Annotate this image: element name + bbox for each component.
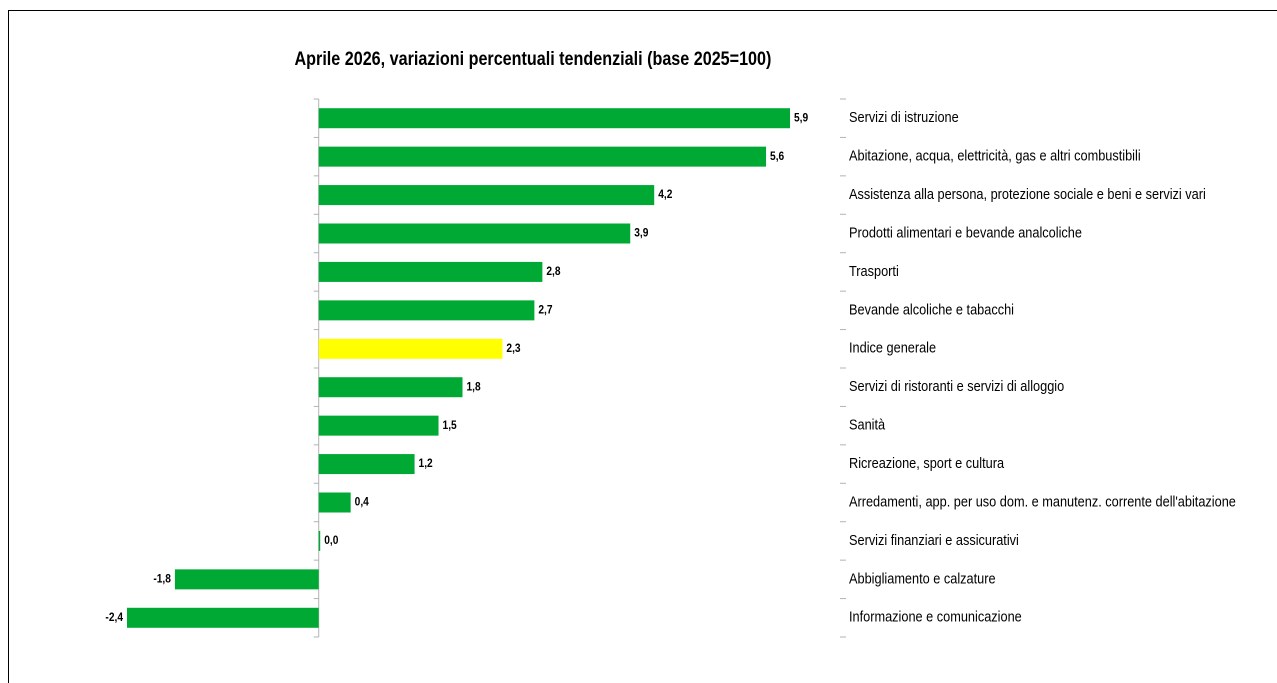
frame <box>8 10 1277 683</box>
value-label: 0,0 <box>324 534 338 547</box>
category-label: Abitazione, acqua, elettricità, gas e al… <box>849 147 1141 164</box>
value-label: 5,9 <box>794 112 808 125</box>
category-label: Ricreazione, sport e cultura <box>849 454 1004 471</box>
category-label: Assistenza alla persona, protezione soci… <box>849 185 1206 202</box>
category-label: Prodotti alimentari e bevande analcolich… <box>849 223 1082 240</box>
value-label: 2,3 <box>506 342 520 355</box>
bar <box>318 338 503 359</box>
chart-title: Aprile 2026, variazioni percentuali tend… <box>295 48 772 70</box>
bar <box>318 377 463 398</box>
bar <box>127 607 319 628</box>
value-label: 1,2 <box>419 458 433 471</box>
value-label: 4,2 <box>658 189 672 202</box>
value-label: -2,4 <box>105 611 123 624</box>
bar <box>318 415 439 436</box>
bar <box>174 569 319 590</box>
bar <box>318 146 767 167</box>
value-label: 2,8 <box>546 265 560 278</box>
value-label: 1,8 <box>466 381 480 394</box>
bar <box>318 492 351 513</box>
value-label: 0,4 <box>355 496 370 509</box>
category-label: Servizi finanziari e assicurativi <box>849 531 1019 548</box>
category-label: Sanità <box>849 416 885 433</box>
bar <box>318 454 415 475</box>
category-label: Abbigliamento e calzature <box>849 569 996 586</box>
bar <box>318 530 321 551</box>
value-label: 1,5 <box>443 419 457 432</box>
value-label: -1,8 <box>153 573 171 586</box>
bar <box>318 185 655 206</box>
category-label: Servizi di istruzione <box>849 108 959 125</box>
category-label: Informazione e comunicazione <box>849 608 1022 625</box>
category-label: Bevande alcoliche e tabacchi <box>849 300 1014 317</box>
bar <box>318 261 543 282</box>
category-label: Indice generale <box>849 339 936 356</box>
category-label: Trasporti <box>849 262 899 279</box>
bar <box>318 300 535 321</box>
category-label: Servizi di ristoranti e servizi di allog… <box>849 377 1064 394</box>
value-label: 3,9 <box>634 227 648 240</box>
category-label: Arredamenti, app. per uso dom. e manuten… <box>849 492 1236 509</box>
bar <box>318 223 631 244</box>
value-label: 5,6 <box>770 150 784 163</box>
value-label: 2,7 <box>538 304 552 317</box>
bar <box>318 108 790 129</box>
